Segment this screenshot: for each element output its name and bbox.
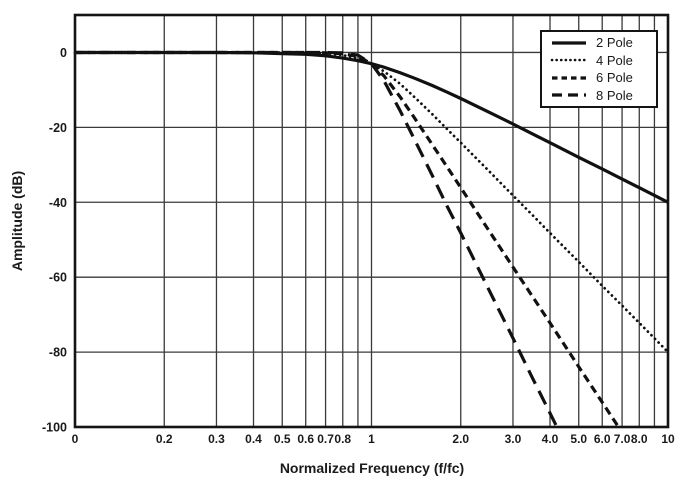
series-8-pole — [75, 50, 559, 428]
x-tick-label: 0.6 — [297, 432, 314, 446]
y-tick-label: -20 — [49, 121, 67, 135]
x-axis-title: Normalized Frequency (f/fc) — [279, 460, 465, 476]
x-tick-label: 7.0 — [614, 432, 631, 446]
x-tick-label: 3.0 — [505, 432, 522, 446]
legend: 2 Pole 4 Pole 6 Pole 8 Pole — [540, 30, 658, 108]
x-tick-label: 0.2 — [156, 432, 173, 446]
series-6-pole — [75, 50, 620, 428]
x-tick-label: 2.0 — [452, 432, 469, 446]
plot-border — [73, 13, 670, 429]
x-tick-label: 6.0 — [594, 432, 611, 446]
y-tick-label: -40 — [49, 196, 67, 210]
x-tick-label: 5.0 — [570, 432, 587, 446]
series-4-pole — [73, 51, 670, 354]
legend-line-sample-dash-short — [552, 76, 586, 80]
legend-line-sample-dotted — [550, 58, 588, 62]
legend-label: 6 Pole — [596, 70, 633, 86]
y-tick-label: 0 — [60, 46, 67, 60]
x-tick-label: 0.5 — [274, 432, 291, 446]
x-tick-label: 0.8 — [334, 432, 351, 446]
x-tick-label: 0.7 — [317, 432, 334, 446]
x-tick-label: 0 — [72, 432, 79, 446]
y-tick-label: -60 — [49, 271, 67, 285]
y-tick-label: -100 — [42, 421, 67, 435]
x-tick-label: 10 — [661, 432, 675, 446]
legend-line-sample-dash-long — [552, 93, 586, 97]
legend-label: 2 Pole — [596, 35, 633, 51]
x-tick-label: 1 — [368, 432, 375, 446]
legend-label: 4 Pole — [596, 52, 633, 68]
legend-item-4-pole: 4 Pole — [550, 52, 650, 69]
legend-item-8-pole: 8 Pole — [550, 87, 650, 104]
x-tick-label: 0.4 — [245, 432, 262, 446]
legend-label: 8 Pole — [596, 87, 633, 103]
x-tick-label: 8.0 — [631, 432, 648, 446]
x-tick-label: 0.3 — [208, 432, 225, 446]
legend-item-2-pole: 2 Pole — [550, 34, 650, 51]
legend-item-6-pole: 6 Pole — [550, 69, 650, 86]
y-tick-label: -80 — [49, 346, 67, 360]
legend-line-sample-solid — [552, 41, 586, 45]
x-tick-label: 4.0 — [542, 432, 559, 446]
